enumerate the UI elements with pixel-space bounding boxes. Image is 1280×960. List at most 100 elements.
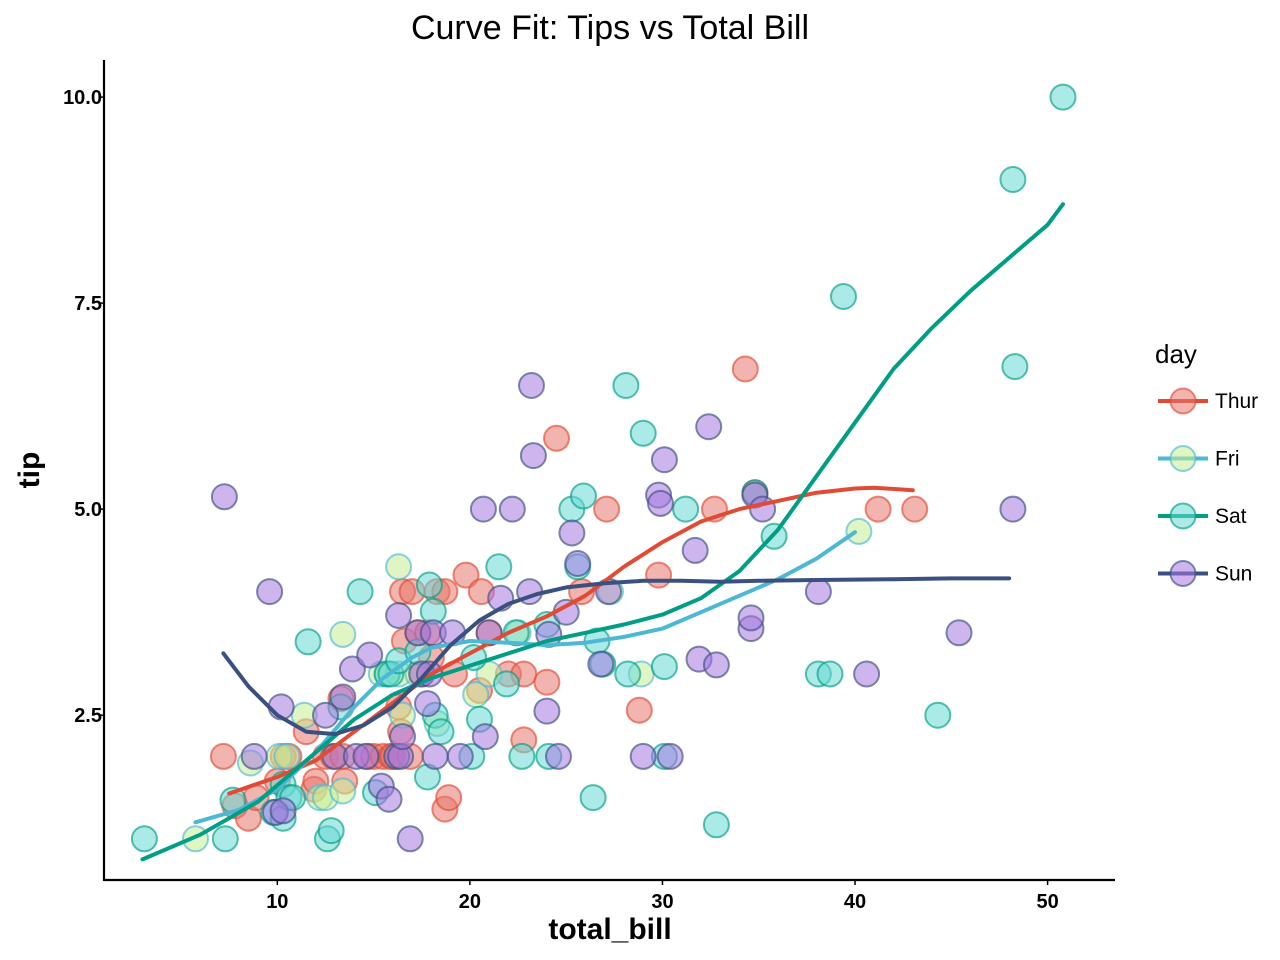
legend-marker [1169,560,1197,587]
point-sat-49 [830,283,857,310]
y-tick-label: 2.5 [74,705,102,727]
legend-item-sun: Sun [1158,560,1252,587]
legend-item-fri: Fri [1158,445,1240,472]
point-sat-35 [579,784,607,812]
point-sat-38 [612,372,640,399]
point-sun-28 [469,495,497,523]
point-sun-12 [356,641,384,669]
point-sun-57 [804,578,832,606]
point-thur-45 [593,495,621,523]
point-thur-49 [731,355,759,383]
point-sat-1 [211,825,239,853]
legend-marker [1169,502,1197,530]
point-thur-43 [543,424,570,452]
point-sun-18 [389,723,416,751]
point-sun-6 [312,701,339,729]
point-sun-52 [702,651,730,679]
fit-curves [140,202,1065,862]
y-axis-title: tip [13,452,46,489]
x-tick-label: 10 [266,891,288,913]
point-sat-10 [317,817,345,845]
point-sun-14 [375,785,403,813]
point-sat-44 [702,811,730,839]
y-tick-label: 7.5 [74,293,102,315]
point-sat-50 [924,701,952,729]
point-sat-27 [493,670,520,698]
point-sat-52 [1001,353,1029,381]
point-fri-8 [329,777,357,805]
point-sun-16 [385,602,413,629]
legend: day Thur Fri Sat Sun [1155,339,1258,587]
chart-title: Curve Fit: Tips vs Total Bill [411,9,809,47]
point-sun-11 [352,742,380,770]
point-sun-5 [269,797,297,825]
point-sat-26 [485,553,513,581]
point-sun-41 [564,550,592,577]
point-sun-35 [519,442,547,470]
fit-curve-sat [140,202,1065,862]
point-sat-19 [415,571,443,599]
y-tick-label: 10.0 [63,87,102,109]
point-sat-48 [816,660,844,688]
legend-title: day [1155,339,1197,369]
point-sun-42 [587,650,615,678]
x-tick-label: 20 [459,891,481,913]
x-axis-ticks: 10 20 30 40 50 [266,880,1059,913]
point-sat-8 [294,628,322,656]
point-sun-0 [210,483,238,511]
x-tick-label: 40 [844,891,866,913]
point-sat-42 [650,653,678,681]
point-sat-40 [629,419,657,447]
point-sun-54 [737,604,765,632]
point-thur-33 [435,784,463,812]
legend-marker [1169,387,1197,415]
point-sun-8 [329,683,357,711]
point-thur-35 [452,561,480,589]
legend-marker [1169,445,1197,472]
point-sun-59 [945,619,973,647]
point-sun-58 [853,660,881,688]
point-sun-49 [681,536,709,564]
point-fri-21 [845,517,873,545]
legend-item-sat: Sat [1158,502,1247,530]
point-sun-1 [240,742,268,770]
x-axis-title: total_bill [548,913,671,946]
point-sat-0 [130,825,158,853]
point-sun-32 [498,495,526,523]
legend-label: Sun [1215,563,1252,586]
point-fri-7 [329,620,357,648]
point-thur-42 [533,668,561,696]
legend-label: Sat [1215,505,1247,528]
x-tick-label: 30 [651,891,673,913]
point-sun-25 [421,742,449,770]
point-sat-29 [508,742,536,770]
y-tick-label: 5.0 [74,499,102,521]
point-sun-51 [695,413,723,441]
point-sat-12 [346,578,374,606]
point-sat-51 [999,166,1027,193]
point-fri-3 [273,742,301,770]
point-sat-22 [427,718,455,746]
point-sun-34 [518,372,545,399]
point-sat-34 [570,482,597,510]
point-sun-60 [999,495,1027,523]
point-sat-53 [1049,83,1077,111]
point-sun-48 [656,742,684,770]
point-sun-22 [414,690,441,718]
point-sat-39 [614,660,642,688]
legend-label: Fri [1215,448,1240,471]
fit-curve-thur [227,485,915,796]
point-sun-38 [545,742,572,770]
point-sun-19 [396,825,424,853]
x-tick-label: 50 [1036,891,1058,913]
point-sun-44 [629,742,657,770]
point-sun-46 [647,489,674,517]
fit-curve-sun [221,576,1012,737]
point-sun-40 [558,519,586,547]
point-thur-47 [645,561,673,589]
point-sun-36 [533,697,561,725]
point-fri-11 [385,553,413,581]
point-sun-29 [471,723,499,751]
point-thur-52 [901,495,929,523]
